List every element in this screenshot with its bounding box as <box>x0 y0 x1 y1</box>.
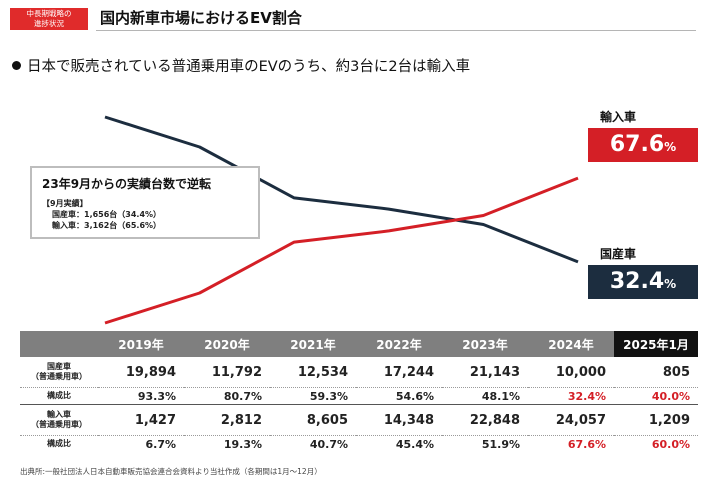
column-header: 2023年 <box>442 331 528 357</box>
table-row: 輸入車 （普通乗用車） 1,427 2,812 8,605 14,348 22,8… <box>20 404 698 436</box>
import-count: 24,057 <box>528 404 614 436</box>
callout-title: 23年9月からの実績台数で逆転 <box>42 177 212 191</box>
import-count: 2,812 <box>184 404 270 436</box>
import-count: 1,427 <box>98 404 184 436</box>
column-header-latest: 2025年1月 <box>614 331 698 357</box>
domestic-count: 19,894 <box>98 357 184 388</box>
domestic-series-label: 国産車 <box>600 247 637 261</box>
data-table: 2019年 2020年 2021年 2022年 2023年 2024年 2025… <box>20 331 698 452</box>
domestic-ratio: 59.3% <box>270 387 356 405</box>
callout-subtitle: 【9月実績】 <box>42 199 88 208</box>
bullet-dot-icon <box>12 61 21 70</box>
domestic-count: 805 <box>614 357 698 388</box>
column-header: 2021年 <box>270 331 356 357</box>
callout-domestic: 国産車：1,656台（34.4%） <box>52 210 162 219</box>
section-badge: 中長期戦略の 進捗状況 <box>10 8 88 30</box>
line-chart <box>104 115 579 325</box>
import-count: 8,605 <box>270 404 356 436</box>
import-count: 22,848 <box>442 404 528 436</box>
import-ratio: 60.0% <box>651 437 690 451</box>
domestic-ratio: 93.3% <box>98 387 184 405</box>
table-header-row: 2019年 2020年 2021年 2022年 2023年 2024年 2025… <box>20 331 698 357</box>
import-ratio: 40.7% <box>309 437 348 451</box>
callout-import: 輸入車：3,162台（65.6%） <box>52 221 162 230</box>
import-ratio: 19.3% <box>223 437 262 451</box>
import-value-box: 67.6% <box>588 128 698 162</box>
import-value-unit: % <box>664 140 677 154</box>
row-head-ratio: 構成比 <box>20 387 98 405</box>
domestic-value-box: 32.4% <box>588 265 698 299</box>
badge-line-1: 中長期戦略の <box>26 9 72 18</box>
row-head-import: 輸入車 （普通乗用車） <box>20 404 98 436</box>
row-head-domestic: 国産車 （普通乗用車） <box>20 357 98 388</box>
badge-line-2: 進捗状況 <box>34 19 64 28</box>
title-divider <box>96 30 696 31</box>
import-series-line <box>104 176 579 325</box>
key-message-text: 日本で販売されている普通乗用車のEVのうち、約3台に2台は輸入車 <box>27 59 471 75</box>
domestic-count: 17,244 <box>356 357 442 388</box>
domestic-count: 12,534 <box>270 357 356 388</box>
key-message: 日本で販売されている普通乗用車のEVのうち、約3台に2台は輸入車 <box>12 55 470 76</box>
table-row: 構成比 93.3% 80.7% 59.3% 54.6% 48.1% 32.4% … <box>20 387 698 405</box>
import-ratio: 6.7% <box>145 437 176 451</box>
domestic-ratio: 54.6% <box>356 387 442 405</box>
domestic-value-unit: % <box>664 277 677 291</box>
column-header: 2022年 <box>356 331 442 357</box>
table-row: 国産車 （普通乗用車） 19,894 11,792 12,534 17,244 2… <box>20 357 698 388</box>
row-head-import-1: 輸入車 <box>47 410 71 419</box>
import-ratio: 51.9% <box>481 437 520 451</box>
domestic-ratio: 40.0% <box>614 387 698 405</box>
source-note: 出典所:一般社団法人日本自動車販売協会連合会資料より当社作成（各期間は1月～12… <box>20 467 322 476</box>
import-count: 14,348 <box>356 404 442 436</box>
column-header: 2024年 <box>528 331 614 357</box>
import-series-label: 輸入車 <box>600 110 637 124</box>
domestic-ratio: 48.1% <box>442 387 528 405</box>
table-row: 構成比 6.7% 19.3% 40.7% 45.4% 51.9% 67.6% 6… <box>20 436 698 453</box>
page-title: 国内新車市場におけるEV割合 <box>100 9 302 27</box>
row-head-ratio: 構成比 <box>47 439 71 448</box>
domestic-count: 21,143 <box>442 357 528 388</box>
domestic-ratio: 32.4% <box>528 387 614 405</box>
domestic-series-line <box>104 115 579 264</box>
row-head-import-2: （普通乗用車） <box>31 420 87 429</box>
import-ratio: 67.6% <box>567 437 606 451</box>
import-ratio: 45.4% <box>395 437 434 451</box>
column-header: 2019年 <box>98 331 184 357</box>
import-value: 67.6 <box>609 132 665 157</box>
domestic-value: 32.4 <box>609 269 665 294</box>
import-count: 1,209 <box>614 404 698 436</box>
callout-box: 23年9月からの実績台数で逆転 【9月実績】 国産車：1,656台（34.4%）… <box>30 166 260 239</box>
column-header: 2020年 <box>184 331 270 357</box>
domestic-count: 11,792 <box>184 357 270 388</box>
row-head-domestic-2: （普通乗用車） <box>31 372 87 381</box>
domestic-ratio: 80.7% <box>184 387 270 405</box>
domestic-count: 10,000 <box>528 357 614 388</box>
row-head-domestic-1: 国産車 <box>47 362 71 371</box>
table-corner <box>20 331 98 357</box>
